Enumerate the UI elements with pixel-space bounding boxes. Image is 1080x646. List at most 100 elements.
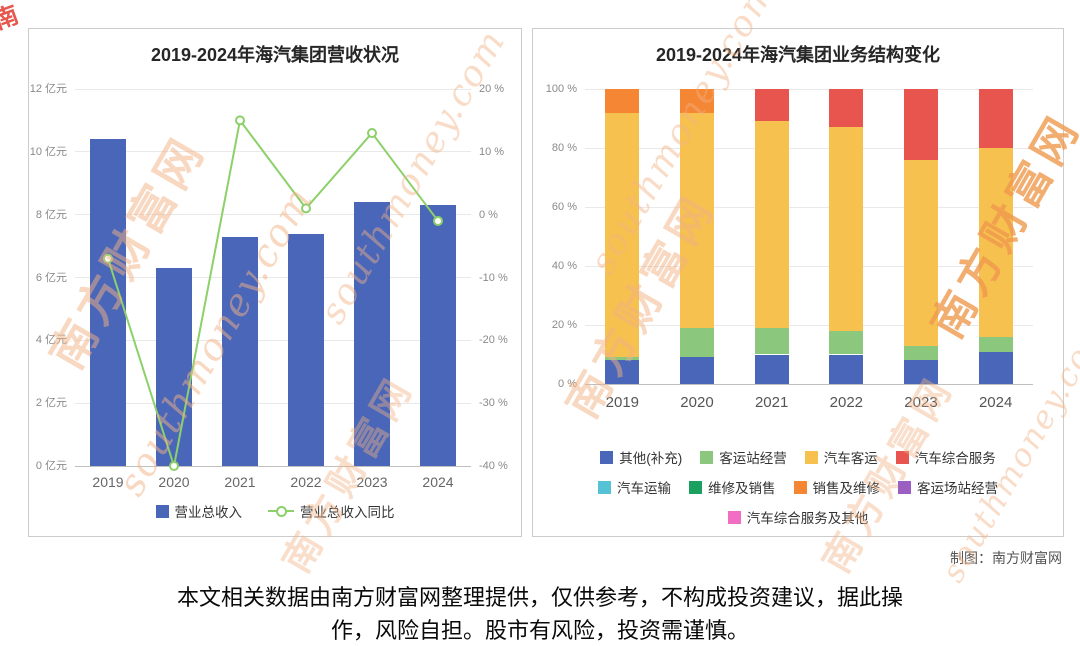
legend-item: 汽车运输: [598, 477, 671, 497]
legend-label: 其他(补充): [619, 451, 683, 466]
gridline: [75, 339, 471, 341]
secondary-axis-tick: 10 %: [479, 145, 505, 158]
y-axis-tick: 10 亿元: [29, 145, 67, 158]
stack-segment: [829, 127, 864, 331]
revenue-bar: [222, 236, 258, 466]
stack-segment: [680, 327, 714, 358]
stack-segment: [605, 89, 640, 113]
stack-segment: [978, 89, 1013, 148]
stack-segment: [829, 89, 864, 128]
legend-label: 汽车客运: [823, 451, 878, 466]
structure-chart-plot: 0 % 20 % 40 % 60 % 80 % 100 % 2019 2020 2021 2022…: [533, 29, 1063, 536]
x-axis-label: 2024: [422, 474, 454, 490]
legend-swatch-icon: [689, 480, 702, 494]
revenue-chart-plot: 0 亿元 2 亿元 4 亿元 6 亿元 8 亿元 10 亿元 12 亿元 20 % 10 % 0 …: [29, 29, 521, 536]
stack-segment: [829, 330, 864, 355]
stack-segment: [904, 345, 938, 361]
structure-chart-legend: 其他(补充) 客运站经营 汽车客运 汽车综合服务汽车运输 维修及销售 销售及维修 客运场站经…: [533, 447, 1063, 527]
gridline: [585, 88, 1033, 90]
disclaimer-line-2: 作，风险自担。股市有风险，投资需谨慎。: [330, 618, 749, 643]
y-axis-tick: 8 亿元: [35, 208, 67, 221]
revenue-bar: [156, 268, 192, 466]
gridline: [75, 465, 471, 467]
legend-row: 汽车运输 维修及销售 销售及维修 客运场站经营: [598, 477, 998, 497]
gridline: [585, 147, 1033, 149]
legend-line-marker-icon: [268, 505, 294, 517]
gridline: [75, 214, 471, 216]
legend-label: 销售及维修: [812, 481, 881, 496]
stack-segment: [754, 327, 789, 355]
x-axis-label: 2019: [92, 474, 124, 490]
gridline: [75, 88, 471, 90]
stack-segment: [754, 89, 789, 122]
legend-swatch-icon: [700, 450, 714, 464]
stack-segment: [978, 336, 1013, 352]
revenue-bar: [354, 202, 390, 466]
legend-swatch-icon: [895, 450, 909, 464]
revenue-chart-panel: 2019-2024年海汽集团营收状况 0 亿元 2 亿元 4 亿元 6 亿元 8 亿元 1…: [28, 28, 522, 537]
x-axis-label: 2019: [605, 394, 640, 411]
secondary-axis-tick: -40 %: [479, 460, 508, 472]
x-axis-label: 2021: [224, 474, 256, 490]
y-axis-tick: 100 %: [545, 83, 577, 95]
stack-segment: [754, 121, 789, 328]
y-axis-tick: 12 亿元: [29, 83, 67, 95]
secondary-axis-tick: -30 %: [479, 397, 508, 410]
legend-label: 汽车综合服务及其他: [746, 511, 869, 526]
stack-segment: [680, 357, 714, 384]
revenue-bar: [420, 205, 456, 466]
x-axis-label: 2022: [290, 474, 322, 490]
gridline: [585, 324, 1033, 326]
stack-segment: [829, 354, 864, 384]
legend-label: 汽车综合服务: [914, 451, 996, 466]
x-axis-label: 2023: [356, 474, 388, 490]
disclaimer-line-1: 本文相关数据由南方财富网整理提供，仅供参考，不构成投资建议，据此操: [176, 585, 903, 610]
stack-segment: [754, 354, 789, 384]
legend-row: 其他(补充) 客运站经营 汽车客运 汽车综合服务: [600, 447, 996, 467]
legend-label: 汽车运输: [617, 481, 671, 496]
legend-label: 维修及销售: [708, 481, 776, 496]
y-axis-tick: 80 %: [551, 142, 577, 154]
secondary-axis-tick: 20 %: [479, 83, 505, 95]
y-axis-tick: 60 %: [551, 201, 577, 213]
watermark-corner-icon: 南: [0, 1, 23, 36]
gridline: [75, 402, 471, 404]
legend-swatch-icon: [898, 480, 911, 494]
x-axis-label: 2023: [904, 394, 938, 411]
x-axis-label: 2021: [754, 394, 789, 411]
revenue-chart-legend: 营业总收入 营业总收入同比: [29, 501, 521, 521]
legend-swatch-icon: [155, 504, 169, 518]
stack-segment: [680, 89, 714, 113]
structure-chart-panel: 2019-2024年海汽集团业务结构变化 0 % 20 % 40 % 60 % 80 %…: [532, 28, 1064, 537]
legend-label: 客运场站经营: [917, 481, 998, 496]
x-axis-label: 2020: [680, 394, 714, 411]
gridline: [75, 277, 471, 278]
legend-swatch-icon: [598, 480, 611, 494]
disclaimer: 本文相关数据由南方财富网整理提供，仅供参考，不构成投资建议，据此操 作，风险自担…: [0, 581, 1080, 646]
legend-item: 维修及销售: [689, 477, 776, 497]
legend-item: 客运站经营: [700, 447, 787, 467]
legend-item: 销售及维修: [793, 477, 881, 497]
legend-swatch-icon: [600, 450, 614, 464]
legend-item: 营业总收入: [155, 501, 243, 521]
legend-item: 汽车客运: [804, 447, 878, 467]
revenue-bar: [90, 139, 126, 466]
legend-label: 营业总收入同比: [300, 505, 395, 520]
legend-item: 其他(补充): [600, 447, 682, 467]
legend-label: 营业总收入: [174, 505, 243, 520]
legend-item: 营业总收入同比: [268, 501, 395, 521]
y-axis-tick: 2 亿元: [35, 397, 67, 410]
legend-item: 汽车综合服务及其他: [727, 507, 869, 527]
secondary-axis-tick: 0 %: [479, 208, 498, 221]
revenue-chart-title: 2019-2024年海汽集团营收状况: [150, 45, 400, 65]
y-axis-tick: 40 %: [551, 260, 577, 272]
structure-chart-title: 2019-2024年海汽集团业务结构变化: [655, 45, 941, 65]
y-axis-tick: 0 亿元: [35, 460, 67, 472]
legend-swatch-icon: [793, 480, 807, 494]
stack-segment: [605, 112, 640, 358]
revenue-bar: [288, 233, 324, 466]
stack-segment: [978, 351, 1013, 384]
y-axis-tick: 0 %: [558, 378, 577, 390]
stack-segment: [680, 112, 714, 328]
